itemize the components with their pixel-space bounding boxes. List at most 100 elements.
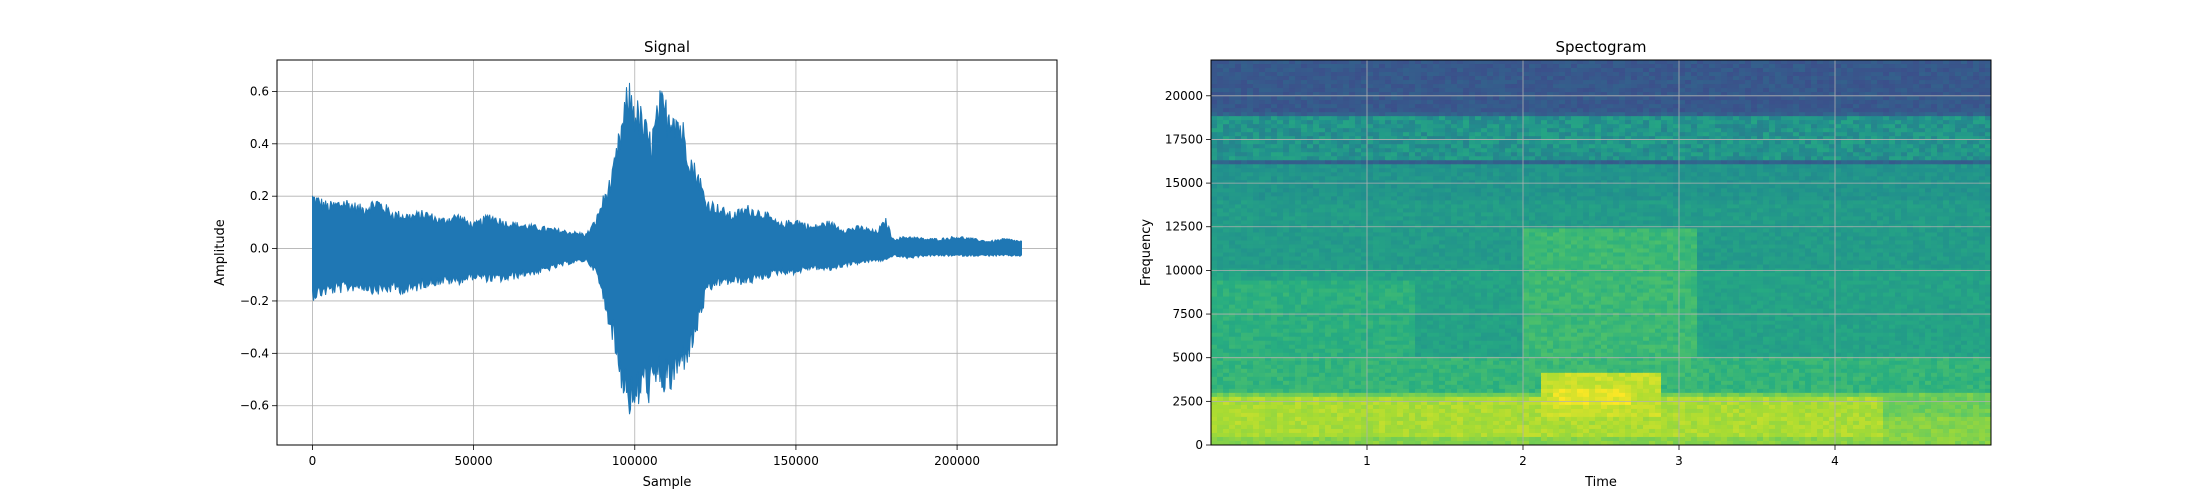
spectrogram-cell <box>1985 140 1991 145</box>
spectrogram-cell <box>1583 68 1590 73</box>
spectrogram-cell <box>1919 160 1926 165</box>
spectrogram-cell <box>1775 132 1782 137</box>
spectrogram-cell <box>1355 92 1362 97</box>
spectrogram-cell <box>1709 176 1716 181</box>
spectrogram-cell <box>1301 96 1308 101</box>
spectrogram-cell <box>1913 176 1920 181</box>
spectrogram-cell <box>1295 72 1302 77</box>
signal-ticks: 0 50000 100000 150000 200000−0.6−0.4−0.20.00… <box>240 84 980 468</box>
spectrogram-cell <box>1289 64 1296 69</box>
spectrogram-cell <box>1763 112 1770 117</box>
spectrogram-cell <box>1553 116 1560 121</box>
spectrogram-cell <box>1901 152 1908 157</box>
spectrogram-cell <box>1649 168 1656 173</box>
spectrogram-cell <box>1571 168 1578 173</box>
spectrogram-cell <box>1331 92 1338 97</box>
spectrogram-cell <box>1235 204 1242 209</box>
spectrogram-cell <box>1967 148 1974 153</box>
spectrogram-cell <box>1661 168 1668 173</box>
spectrogram-cell <box>1751 68 1758 73</box>
spectrogram-cell <box>1253 208 1260 213</box>
spectrogram-cell <box>1931 208 1938 213</box>
spectrogram-cell <box>1949 168 1956 173</box>
spectrogram-cell <box>1337 144 1344 149</box>
spectrogram-cell <box>1847 100 1854 105</box>
spectrogram-cell <box>1259 128 1266 133</box>
spectrogram-cell <box>1571 172 1578 177</box>
spectrogram-cell <box>1505 148 1512 153</box>
spectrogram-cell <box>1841 148 1848 153</box>
spectrogram-cell <box>1931 188 1938 193</box>
spectrogram-cell <box>1553 132 1560 137</box>
spectrogram-cell <box>1829 108 1836 113</box>
spectrogram-cell <box>1253 112 1260 117</box>
spectrogram-cell <box>1541 64 1548 69</box>
spectrogram-cell <box>1631 184 1638 189</box>
spectrogram-cell <box>1799 196 1806 201</box>
spectrogram-cell <box>1415 100 1422 105</box>
spectrogram-cell <box>1865 144 1872 149</box>
spectrogram-cell <box>1859 112 1866 117</box>
spectrogram-cell <box>1841 184 1848 189</box>
spectrogram-cell <box>1535 184 1542 189</box>
spectrogram-cell <box>1607 196 1614 201</box>
spectrogram-cell <box>1727 136 1734 141</box>
spectrogram-cell <box>1643 176 1650 181</box>
spectrogram-cell <box>1715 96 1722 101</box>
spectrogram-cell <box>1919 64 1926 69</box>
spectrogram-cell <box>1289 180 1296 185</box>
spectrogram-cell <box>1403 80 1410 85</box>
spectrogram-cell <box>1745 72 1752 77</box>
spectrogram-cell <box>1715 76 1722 81</box>
spectrogram-cell <box>1307 96 1314 101</box>
spectrogram-cell <box>1571 180 1578 185</box>
spectrogram-cell <box>1751 72 1758 77</box>
spectrogram-cell <box>1247 136 1254 141</box>
spectrogram-cell <box>1355 112 1362 117</box>
spectrogram-cell <box>1247 152 1254 157</box>
spectrogram-cell <box>1619 124 1626 129</box>
spectrogram-cell <box>1301 204 1308 209</box>
spectrogram-cell <box>1703 208 1710 213</box>
spectrogram-cell <box>1643 72 1650 77</box>
spectrogram-cell <box>1625 68 1632 73</box>
spectrogram-cell <box>1811 68 1818 73</box>
spectrogram-cell <box>1511 136 1518 141</box>
spectrogram-cell <box>1823 112 1830 117</box>
spectrogram-cell <box>1481 160 1488 165</box>
spectrogram-cell <box>1601 172 1608 177</box>
spectrogram-cell <box>1979 116 1986 121</box>
spectrogram-cell <box>1505 132 1512 137</box>
spectrogram-cell <box>1367 60 1374 65</box>
spectrogram-cell <box>1937 116 1944 121</box>
spectrogram-cell <box>1475 144 1482 149</box>
spectrogram-cell <box>1325 144 1332 149</box>
spectrogram-cell <box>1775 180 1782 185</box>
spectrogram-cell <box>1931 152 1938 157</box>
spectrogram-cell <box>1271 204 1278 209</box>
spectrogram-cell <box>1829 152 1836 157</box>
spectrogram-cell <box>1283 148 1290 153</box>
spectrogram-cell <box>1397 160 1404 165</box>
spectrogram-cell <box>1925 204 1932 209</box>
spectrogram-cell <box>1637 108 1644 113</box>
spectrogram-cell <box>1811 120 1818 125</box>
spectrogram-cell <box>1409 160 1416 165</box>
spectrogram-cell <box>1553 120 1560 125</box>
spectrogram-cell <box>1583 164 1590 169</box>
spectrogram-cell <box>1751 192 1758 197</box>
spectrogram-cell <box>1805 160 1812 165</box>
spectrogram-cell <box>1523 60 1530 65</box>
spectrogram-cell <box>1535 156 1542 161</box>
spectrogram-cell <box>1403 76 1410 81</box>
spectrogram-cell <box>1919 108 1926 113</box>
spectrogram-cell <box>1823 144 1830 149</box>
spectrogram-cell <box>1955 160 1962 165</box>
spectrogram-cell <box>1937 180 1944 185</box>
spectrogram-cell <box>1259 84 1266 89</box>
spectrogram-cell <box>1871 72 1878 77</box>
spectrogram-cell <box>1901 96 1908 101</box>
spectrogram-cell <box>1421 60 1428 65</box>
spectrogram-cell <box>1211 160 1218 165</box>
spectrogram-cell <box>1217 88 1224 93</box>
